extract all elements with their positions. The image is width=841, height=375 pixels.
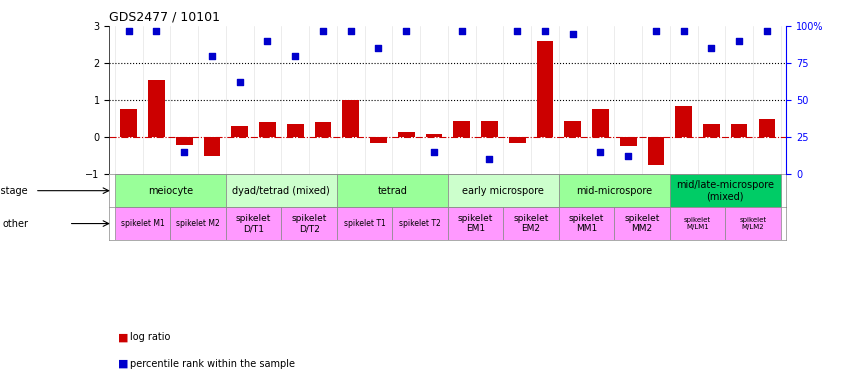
Bar [592, 110, 609, 137]
Bar [426, 134, 442, 137]
Text: tetrad: tetrad [378, 186, 407, 196]
Text: spikelet
MM2: spikelet MM2 [624, 214, 659, 233]
Text: early microspore: early microspore [463, 186, 544, 196]
Bar [287, 124, 304, 137]
Point [677, 28, 690, 34]
Text: spikelet
D/T2: spikelet D/T2 [292, 214, 327, 233]
Bar [204, 137, 220, 156]
Bar [171, 207, 226, 240]
Bar [226, 174, 337, 207]
Bar [731, 124, 748, 137]
Text: spikelet T2: spikelet T2 [399, 219, 441, 228]
Bar [447, 174, 558, 207]
Bar [337, 207, 393, 240]
Text: log ratio: log ratio [130, 333, 171, 342]
Bar [620, 137, 637, 147]
Text: development stage: development stage [0, 186, 28, 196]
Text: spikelet
M/LM2: spikelet M/LM2 [739, 217, 767, 230]
Point [705, 45, 718, 51]
Text: dyad/tetrad (mixed): dyad/tetrad (mixed) [232, 186, 331, 196]
Point [233, 80, 246, 86]
Point [483, 156, 496, 162]
Text: spikelet
M/LM1: spikelet M/LM1 [684, 217, 711, 230]
Point [261, 38, 274, 44]
Bar [226, 207, 282, 240]
Text: percentile rank within the sample: percentile rank within the sample [130, 359, 295, 369]
Point [316, 28, 330, 34]
Text: spikelet
MM1: spikelet MM1 [569, 214, 604, 233]
Bar [453, 121, 470, 137]
Point [372, 45, 385, 51]
Bar [115, 174, 226, 207]
Bar [315, 122, 331, 137]
Text: ■: ■ [118, 359, 128, 369]
Bar [120, 110, 137, 137]
Point [566, 31, 579, 37]
Bar [725, 207, 780, 240]
Bar [558, 174, 669, 207]
Bar [398, 132, 415, 137]
Bar [614, 207, 669, 240]
Point [427, 149, 441, 155]
Point [122, 28, 135, 34]
Bar [669, 207, 725, 240]
Bar [176, 137, 193, 145]
Text: GDS2477 / 10101: GDS2477 / 10101 [109, 11, 220, 24]
Text: spikelet M1: spikelet M1 [121, 219, 165, 228]
Bar [370, 137, 387, 143]
Text: spikelet
EM1: spikelet EM1 [458, 214, 494, 233]
Text: spikelet M2: spikelet M2 [177, 219, 220, 228]
Text: mid/late-microspore
(mixed): mid/late-microspore (mixed) [676, 180, 775, 201]
Bar [231, 126, 248, 137]
Bar [282, 207, 337, 240]
Bar [564, 121, 581, 137]
Bar [648, 137, 664, 165]
Point [288, 53, 302, 59]
Bar [337, 174, 447, 207]
Point [455, 28, 468, 34]
Point [760, 28, 774, 34]
Bar [537, 41, 553, 137]
Text: ■: ■ [118, 333, 128, 342]
Text: spikelet T1: spikelet T1 [344, 219, 385, 228]
Text: spikelet
EM2: spikelet EM2 [513, 214, 549, 233]
Text: other: other [2, 219, 28, 228]
Point [649, 28, 663, 34]
Point [733, 38, 746, 44]
Text: mid-microspore: mid-microspore [576, 186, 653, 196]
Bar [509, 137, 526, 143]
Bar [675, 106, 692, 137]
Bar [259, 122, 276, 137]
Bar [447, 207, 503, 240]
Point [594, 149, 607, 155]
Bar [558, 207, 614, 240]
Point [510, 28, 524, 34]
Bar [703, 124, 720, 137]
Point [177, 149, 191, 155]
Bar [759, 119, 775, 137]
Text: spikelet
D/T1: spikelet D/T1 [236, 214, 272, 233]
Point [205, 53, 219, 59]
Bar [115, 207, 171, 240]
Point [150, 28, 163, 34]
Point [621, 153, 635, 159]
Point [538, 28, 552, 34]
Bar [342, 100, 359, 137]
Bar [669, 174, 780, 207]
Bar [148, 80, 165, 137]
Bar [503, 207, 558, 240]
Bar [393, 207, 447, 240]
Point [399, 28, 413, 34]
Text: meiocyte: meiocyte [148, 186, 193, 196]
Point [344, 28, 357, 34]
Bar [481, 121, 498, 137]
